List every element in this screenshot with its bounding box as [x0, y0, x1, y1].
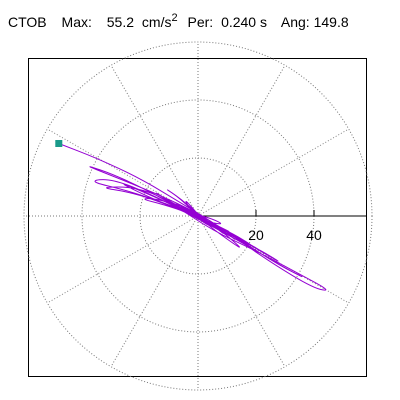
max-value: 55.2 [106, 14, 135, 30]
grid-spoke-150 [47, 128, 199, 217]
grid-spoke-60 [197, 65, 286, 217]
grid-spoke-300 [197, 215, 286, 367]
max-unit: cm/s [141, 14, 172, 30]
period-value: 0.240 s [221, 14, 267, 30]
grid-spoke-30 [197, 128, 349, 217]
station-code: CTOB [8, 14, 47, 30]
grid-spoke-210 [47, 215, 199, 304]
tick-label-40: 40 [306, 227, 322, 243]
grid-ring-60 [23, 41, 373, 391]
start-marker [55, 140, 63, 147]
axis-ticks: 20 40 [248, 210, 322, 243]
tick-label-20: 20 [248, 227, 264, 243]
grid-spoke-240 [110, 215, 199, 367]
header: CTOB Max: 55.2 cm/s2 Per: 0.240 s Ang: 1… [8, 12, 349, 33]
max-unit-exponent: 2 [171, 12, 178, 24]
plot-frame [28, 58, 367, 377]
period-label: Per: [187, 14, 214, 30]
max-label: Max: [61, 14, 92, 30]
motion-trace [58, 143, 327, 291]
grid-spoke-120 [110, 65, 199, 217]
angle-readout: Ang: 149.8 [280, 14, 349, 30]
